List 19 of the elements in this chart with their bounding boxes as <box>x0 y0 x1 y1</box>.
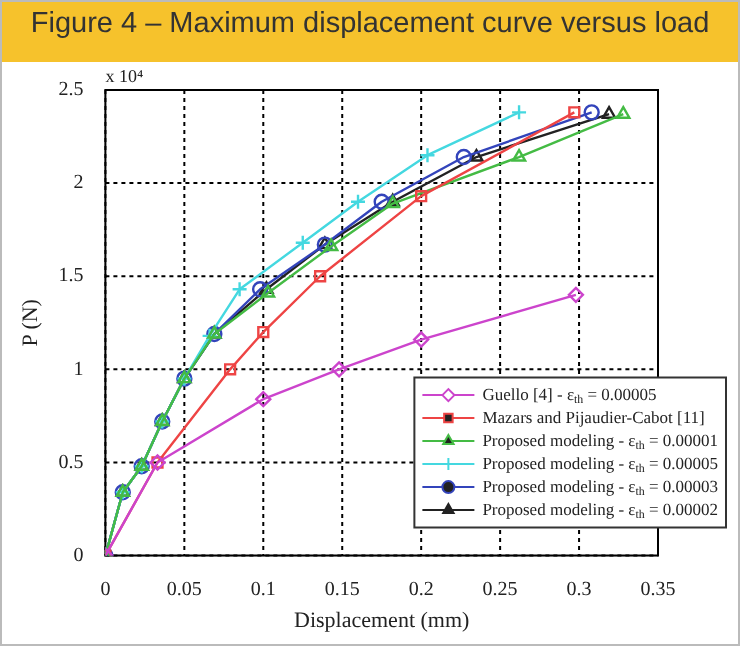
y-axis-title: P (N) <box>18 298 43 347</box>
x-tick-label: 0.3 <box>566 578 592 601</box>
x-tick-label: 0.05 <box>166 578 202 601</box>
x-axis-title: Displacement (mm) <box>294 608 471 633</box>
y-tick-label: 0 <box>73 544 84 567</box>
x-tick-label: 0.1 <box>250 578 276 601</box>
y-tick-label: 1.5 <box>58 265 84 288</box>
y-tick-label: 2 <box>73 172 84 195</box>
chart-title: Figure 4 – Maximum displacement curve versus load <box>2 2 738 62</box>
legend-label: Mazars and Pijaudier-Cabot [11] <box>482 406 706 427</box>
y-tick-label: 0.5 <box>58 451 84 474</box>
text: x 10⁴ <box>105 65 144 86</box>
x-tick-label: 0.15 <box>324 578 360 601</box>
x-tick-label: 0 <box>100 578 111 601</box>
x-tick-label: 0.2 <box>408 578 434 601</box>
y-tick-label: 1 <box>73 358 84 381</box>
y-tick-label: 2.5 <box>58 79 84 102</box>
x-tick-label: 0.35 <box>640 578 676 601</box>
x-tick-label: 0.25 <box>482 578 518 601</box>
